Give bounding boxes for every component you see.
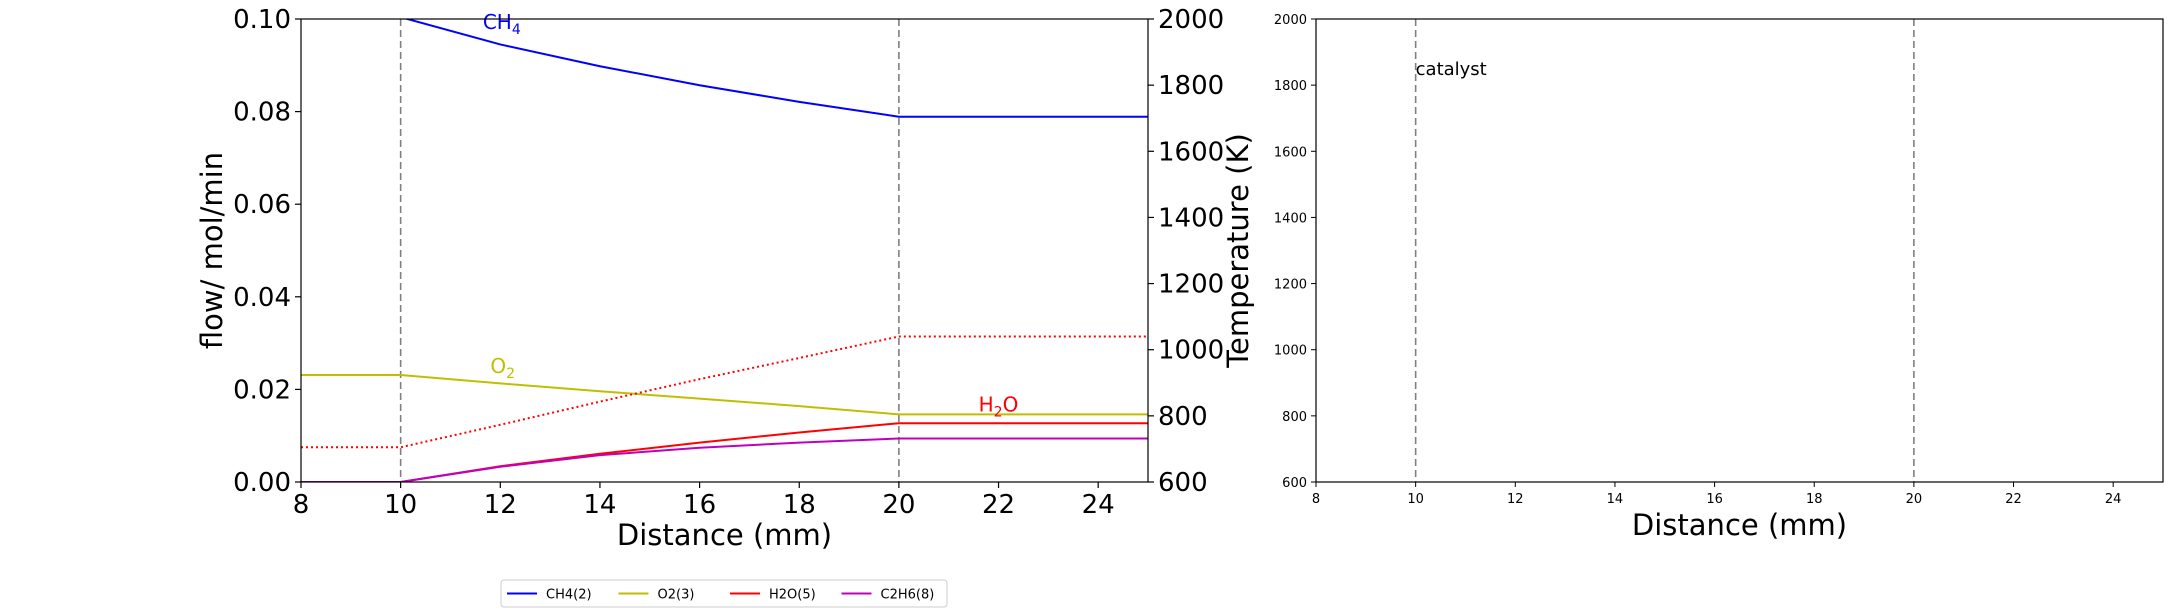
species-label: O2 <box>490 354 515 382</box>
y2-tick-label: 2000 <box>1158 5 1224 35</box>
y2-tick-label: 1200 <box>1158 270 1224 300</box>
species-label-subscript: 2 <box>994 405 1003 421</box>
x-tick-label: 14 <box>1607 492 1624 507</box>
y-tick-label: 0.06 <box>233 190 291 220</box>
species-label-main: CH <box>483 10 512 34</box>
y-tick-label: 1400 <box>1274 211 1307 226</box>
y-tick-label: 0.00 <box>233 468 291 498</box>
x-tick-label: 16 <box>683 490 716 520</box>
y2-axis-label: Temperature (K) <box>1221 133 1255 369</box>
x-tick-label: 12 <box>1507 492 1524 507</box>
y-tick-label: 1200 <box>1274 278 1307 293</box>
x-tick-label: 10 <box>384 490 417 520</box>
y2-tick-label: 800 <box>1158 402 1208 432</box>
legend-label: O2(3) <box>658 588 695 603</box>
species-label-main: H <box>979 393 994 417</box>
x-tick-label: 22 <box>2005 492 2022 507</box>
x-tick-label: 16 <box>1706 492 1723 507</box>
y-tick-label: 0.02 <box>233 375 291 405</box>
x-tick-label: 20 <box>1906 492 1923 507</box>
y-tick-label: 0.04 <box>233 283 291 313</box>
x-tick-label: 18 <box>783 490 816 520</box>
series-line <box>301 374 1148 416</box>
y2-tick-label: 1800 <box>1158 71 1224 101</box>
temperature-panel: 8 10 12 14 16 18 20 22 24 600 800 1000 1200 1400 1600 1… <box>1274 13 2164 542</box>
catalyst-label: catalyst <box>1416 59 1487 80</box>
species-label-subscript: 2 <box>506 366 515 382</box>
y-tick-label: 600 <box>1282 476 1307 491</box>
y2-tick-label: 1400 <box>1158 203 1224 233</box>
x-tick-label: 24 <box>1082 490 1115 520</box>
legend-label: H2O(5) <box>769 588 816 603</box>
y-tick-label: 1600 <box>1274 145 1307 160</box>
series-group <box>301 19 1148 482</box>
legend-box <box>500 579 948 608</box>
x-tick-label: 20 <box>882 490 915 520</box>
y-axis-label: flow/ mol/min <box>195 152 229 349</box>
legend-label: C2H6(8) <box>881 588 935 603</box>
y-tick-label: 2000 <box>1274 13 1307 28</box>
species-label-tail: O <box>1003 393 1019 417</box>
species-label-subscript: 4 <box>512 22 521 38</box>
y-tick-label: 0.08 <box>233 98 291 128</box>
x-tick-label: 8 <box>1312 492 1320 507</box>
x-axis-label: Distance (mm) <box>617 518 832 552</box>
x-tick-label: 22 <box>982 490 1015 520</box>
series-line <box>301 422 1148 482</box>
x-axis-label: Distance (mm) <box>1632 508 1847 542</box>
series-line <box>403 19 1148 118</box>
y-tick-label: 800 <box>1282 410 1307 425</box>
y2-tick-label: 1600 <box>1158 137 1224 167</box>
y2-tick-label: 600 <box>1158 468 1208 498</box>
x-tick-label: 14 <box>583 490 616 520</box>
flow-temperature-panel: 8 10 12 14 16 18 20 22 240.000.020.040.060.080.1… <box>195 5 1255 552</box>
y-tick-label: 0.10 <box>233 5 291 35</box>
y-tick-label: 1000 <box>1274 344 1307 359</box>
plot-frame <box>1315 18 2164 483</box>
legend-label: CH4(2) <box>546 588 592 603</box>
x-tick-label: 12 <box>484 490 517 520</box>
x-tick-label: 24 <box>2105 492 2122 507</box>
x-tick-label: 18 <box>1806 492 1823 507</box>
y2-tick-label: 1000 <box>1158 336 1224 366</box>
species-label: H2O <box>979 393 1019 421</box>
legend: CH4(2) O2(3) H2O(5) C2H6(8) <box>500 579 948 608</box>
x-tick-label: 10 <box>1407 492 1424 507</box>
x-tick-label: 8 <box>293 490 310 520</box>
plot-frame <box>300 18 1149 483</box>
species-label: CH4 <box>483 10 521 38</box>
y-tick-label: 1800 <box>1274 79 1307 94</box>
species-label-main: O <box>490 354 506 378</box>
series-line <box>301 437 1148 482</box>
temperature-line <box>301 335 1148 449</box>
